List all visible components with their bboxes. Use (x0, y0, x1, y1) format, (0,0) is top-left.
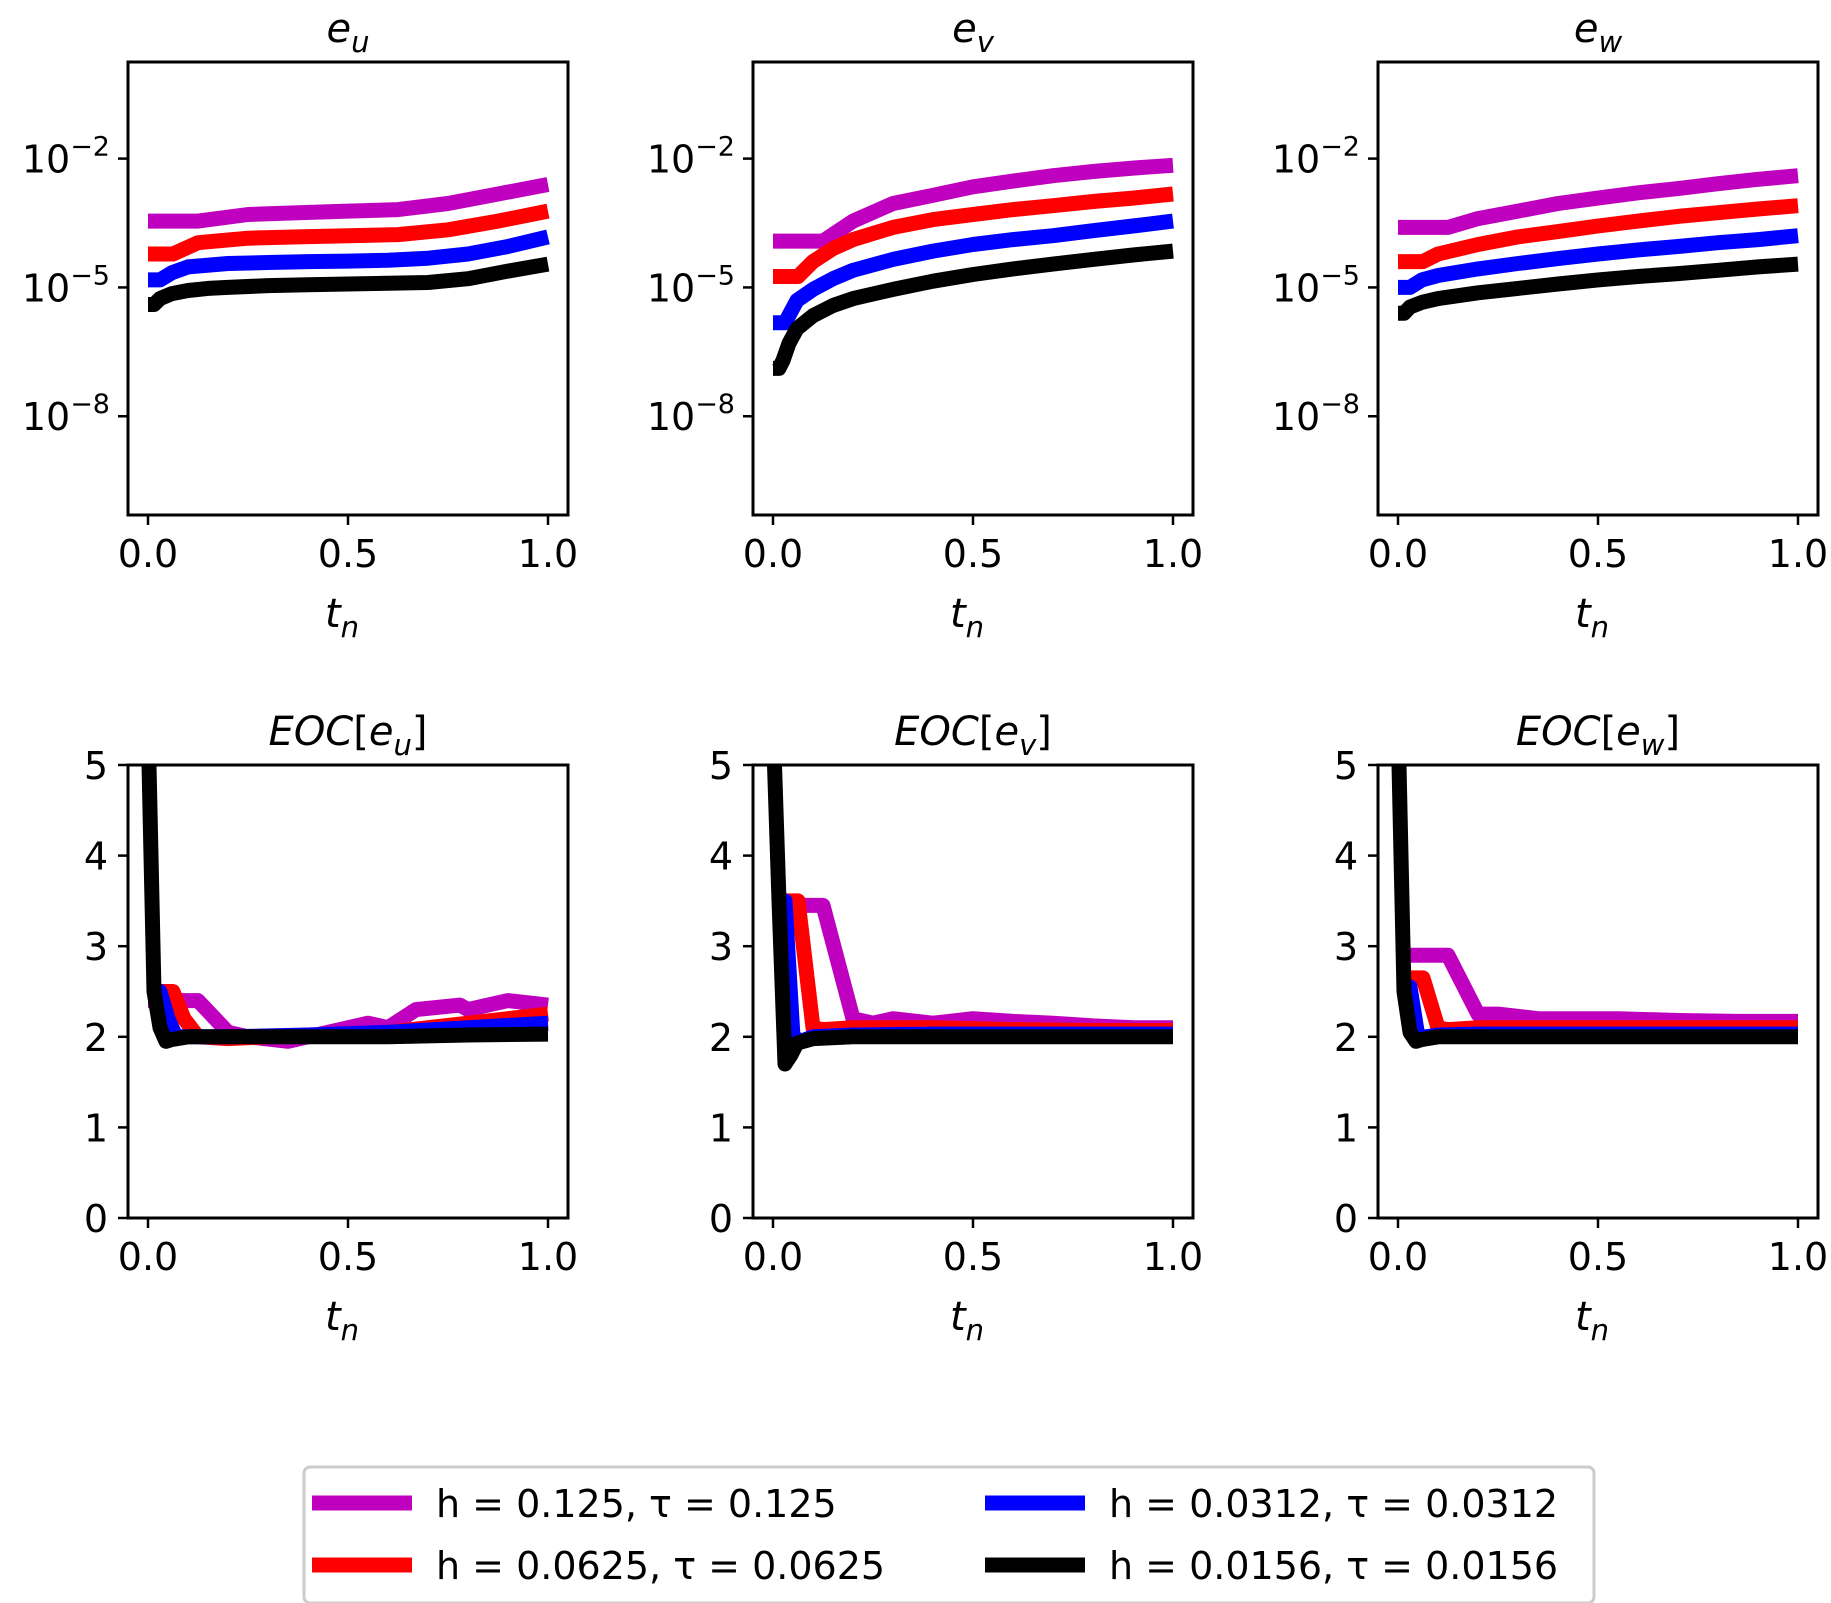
y-tick-label: 3 (1334, 925, 1358, 969)
plot-area (771, 157, 1174, 376)
x-tick-label: 1.0 (518, 1235, 578, 1279)
x-tick-label: 0.5 (318, 532, 378, 576)
series-line-4 (771, 243, 1174, 376)
subplot-1: 0.0 0.5 1.0 10−2 10−5 10−8 eu tn (22, 6, 578, 644)
x-tick-label: 0.0 (743, 1235, 803, 1279)
x-tick-label: 0.5 (943, 1235, 1003, 1279)
legend: h = 0.125, τ = 0.125 h = 0.0625, τ = 0.06… (302, 1465, 1596, 1603)
subplot-4: 0.0 0.5 1.0 0 1 2 3 4 5 EOC[eu] tn (84, 709, 578, 1347)
plot-area (141, 765, 549, 1049)
y-tick-label: 2 (1334, 1016, 1358, 1060)
x-tick-label: 0.0 (118, 532, 178, 576)
series-line-3 (1398, 228, 1799, 295)
legend-label-3: h = 0.0312, τ = 0.0312 (1109, 1482, 1558, 1526)
y-tick-label: 10−5 (1272, 260, 1360, 310)
legend-label-4: h = 0.0156, τ = 0.0156 (1109, 1544, 1558, 1588)
plot-area (1391, 765, 1798, 1049)
subplot-3: 0.0 0.5 1.0 10−2 10−5 10−8 ew tn (1272, 6, 1828, 644)
x-tick-label: 0.0 (1368, 1235, 1428, 1279)
plot-area (146, 177, 550, 312)
x-tick-label: 1.0 (1768, 1235, 1828, 1279)
legend-label-1: h = 0.125, τ = 0.125 (436, 1482, 837, 1526)
series-line-4 (1391, 765, 1798, 1049)
x-axis-label: tn (1575, 1294, 1609, 1347)
y-tick-label: 4 (84, 835, 108, 879)
subplot-2: 0.0 0.5 1.0 10−2 10−5 10−8 ev tn (647, 6, 1203, 644)
x-tick-label: 1.0 (1768, 532, 1828, 576)
series-line-1 (1398, 168, 1799, 235)
subplot-6: 0.0 0.5 1.0 0 1 2 3 4 5 EOC[ew] tn (1334, 709, 1828, 1347)
y-tick-label: 2 (709, 1016, 733, 1060)
series-line-1 (773, 157, 1174, 249)
y-tick-label: 2 (84, 1016, 108, 1060)
y-tick-label: 10−5 (22, 260, 110, 310)
y-tick-label: 10−5 (647, 260, 735, 310)
x-axis-label: tn (325, 1294, 359, 1347)
x-tick-label: 0.0 (118, 1235, 178, 1279)
subplot-5: 0.0 0.5 1.0 0 1 2 3 4 5 EOC[ev] tn (709, 709, 1203, 1347)
series-line-2 (148, 203, 550, 262)
x-axis-label: tn (1575, 591, 1609, 644)
x-tick-label: 0.5 (943, 532, 1003, 576)
subplot-title: ev (952, 6, 995, 59)
subplot-title: eu (327, 6, 370, 59)
y-tick-label: 10−8 (647, 389, 735, 439)
series-line-3 (773, 213, 1174, 331)
subplot-title: EOC[ev] (894, 709, 1052, 762)
series-line-4 (141, 765, 549, 1049)
x-tick-label: 0.0 (743, 532, 803, 576)
y-tick-label: 10−8 (22, 389, 110, 439)
series-line-4 (766, 765, 1173, 1072)
y-tick-label: 10−8 (1272, 389, 1360, 439)
y-tick-label: 4 (1334, 835, 1358, 879)
x-tick-label: 0.5 (318, 1235, 378, 1279)
x-tick-label: 1.0 (1143, 1235, 1203, 1279)
x-tick-label: 1.0 (1143, 532, 1203, 576)
x-tick-label: 0.0 (1368, 532, 1428, 576)
subplot-title: EOC[ew] (1516, 709, 1680, 762)
y-tick-label: 0 (709, 1197, 733, 1241)
x-axis-label: tn (325, 591, 359, 644)
plot-area (1396, 168, 1799, 321)
series-line-1 (148, 177, 550, 229)
subplot-title: ew (1574, 6, 1623, 59)
x-tick-label: 0.5 (1568, 1235, 1628, 1279)
y-tick-label: 0 (84, 1197, 108, 1241)
x-tick-label: 0.5 (1568, 532, 1628, 576)
series-line-3 (148, 229, 550, 288)
y-tick-label: 10−2 (22, 132, 110, 182)
y-tick-label: 1 (84, 1106, 108, 1150)
series-line-4 (146, 256, 550, 312)
y-tick-label: 0 (1334, 1197, 1358, 1241)
series-line-4 (1396, 256, 1799, 321)
y-tick-label: 5 (709, 744, 733, 788)
y-tick-label: 10−2 (647, 132, 735, 182)
x-tick-label: 1.0 (518, 532, 578, 576)
y-tick-label: 5 (1334, 744, 1358, 788)
y-tick-label: 3 (709, 925, 733, 969)
plot-area (766, 765, 1173, 1072)
series-line-2 (1398, 198, 1799, 270)
y-tick-label: 10−2 (1272, 132, 1360, 182)
x-axis-label: tn (950, 1294, 984, 1347)
subplot-title: EOC[eu] (269, 709, 428, 762)
y-tick-label: 1 (709, 1106, 733, 1150)
y-tick-label: 1 (1334, 1106, 1358, 1150)
legend-frame (302, 1465, 1596, 1603)
y-tick-label: 3 (84, 925, 108, 969)
y-tick-label: 4 (709, 835, 733, 879)
y-tick-label: 5 (84, 744, 108, 788)
series-line-2 (773, 186, 1174, 284)
x-axis-label: tn (950, 591, 984, 644)
legend-label-2: h = 0.0625, τ = 0.0625 (436, 1544, 885, 1588)
